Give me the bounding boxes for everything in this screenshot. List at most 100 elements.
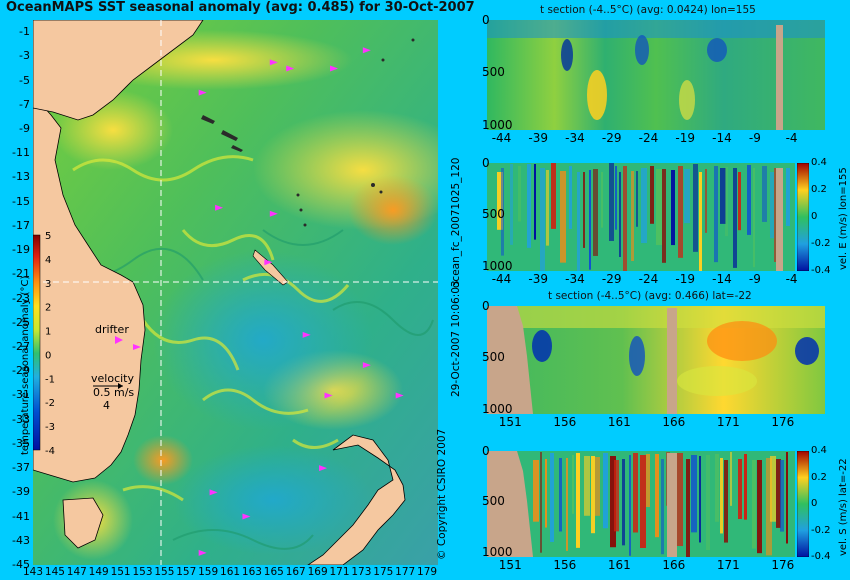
map-y-tick: -23 bbox=[12, 291, 30, 305]
drifter-markers bbox=[132, 47, 404, 556]
drifter-marker bbox=[209, 489, 218, 496]
drifter-marker bbox=[198, 89, 207, 96]
map-x-tick: 171 bbox=[329, 566, 350, 578]
map-y-tick: -19 bbox=[12, 243, 30, 257]
section-y-tick: 500 bbox=[482, 207, 505, 221]
section-x-tick: -4 bbox=[785, 131, 798, 145]
section1-title: t section (-4..5°C) (avg: 0.0424) lon=15… bbox=[540, 4, 756, 16]
colorbar-tick: -4 bbox=[45, 446, 55, 457]
map-x-tick: 155 bbox=[154, 566, 175, 578]
section-y-tick: 0 bbox=[482, 156, 490, 170]
section-y-tick: 1000 bbox=[482, 118, 513, 132]
map-y-tick: -3 bbox=[19, 49, 30, 63]
section-x-tick: -24 bbox=[638, 131, 659, 145]
section-x-tick: -34 bbox=[565, 272, 585, 286]
map-y-tick: -39 bbox=[12, 485, 30, 499]
section-x-tick: 166 bbox=[662, 558, 686, 572]
section-x-tick: 171 bbox=[716, 558, 740, 572]
section-x-tick: -9 bbox=[748, 272, 761, 286]
section-x-tick: -14 bbox=[712, 272, 732, 286]
drifter-marker bbox=[362, 47, 371, 54]
section-x-tick: 166 bbox=[662, 415, 686, 429]
section-colorbar-tick: 0 bbox=[811, 211, 818, 222]
section-x-tick: -9 bbox=[748, 131, 761, 145]
map-x-tick: 163 bbox=[241, 566, 262, 578]
run-id-label: ocean_fc_20071025_120 bbox=[450, 157, 462, 288]
map-y-tick: -5 bbox=[19, 73, 30, 87]
colorbar-tick: 3 bbox=[45, 279, 51, 290]
drifter-marker bbox=[302, 331, 311, 338]
section-x-tick: -29 bbox=[601, 131, 622, 145]
vel-s-section-svg bbox=[487, 451, 795, 557]
section-colorbar-tick: -0.4 bbox=[811, 551, 831, 562]
map-y-tick: -11 bbox=[12, 146, 30, 160]
page-title: OceanMAPS SST seasonal anomaly (avg: 0.4… bbox=[6, 0, 475, 15]
map-y-tick: -17 bbox=[12, 218, 30, 232]
map-y-tick: -29 bbox=[12, 364, 30, 378]
t-section-lon155-svg bbox=[487, 20, 825, 130]
drifter-marker bbox=[324, 392, 333, 399]
drifter-marker bbox=[395, 392, 404, 399]
section-x-tick: 176 bbox=[771, 558, 795, 572]
drifter-marker bbox=[330, 65, 339, 72]
t-section-lat22-svg bbox=[487, 306, 825, 414]
drifter-marker bbox=[215, 204, 224, 211]
vel-e-colorbar-label: vel. E (m/s) lon=155 bbox=[838, 167, 849, 270]
section-x-tick: 176 bbox=[771, 415, 795, 429]
map-y-tick: -7 bbox=[19, 97, 30, 111]
section-x-tick: -14 bbox=[712, 131, 732, 145]
drifter-marker bbox=[264, 259, 273, 266]
map-y-tick: -33 bbox=[12, 412, 30, 426]
map-y-tick: -35 bbox=[12, 436, 30, 450]
drifter-legend-label: drifter bbox=[95, 323, 129, 336]
map-y-tick: -1 bbox=[19, 25, 30, 39]
map-y-tick: -45 bbox=[12, 558, 30, 571]
map-x-tick: 179 bbox=[417, 566, 438, 578]
map-x-tick: 153 bbox=[132, 566, 153, 578]
map-x-tick: 169 bbox=[307, 566, 328, 578]
map-y-tick: -21 bbox=[12, 267, 30, 281]
colorbar-tick: -1 bbox=[45, 374, 55, 385]
vel-s-colorbar-label: vel. S (m/s) lat=-22 bbox=[838, 458, 849, 556]
drifter-marker bbox=[362, 362, 371, 369]
section-x-tick: -44 bbox=[491, 131, 512, 145]
colorbar-tick: -3 bbox=[45, 422, 55, 433]
map-y-tick: -27 bbox=[12, 340, 30, 353]
section-y-tick: 0 bbox=[482, 444, 490, 458]
map-x-tick: 147 bbox=[66, 566, 87, 578]
map-x-tick: 177 bbox=[395, 566, 416, 578]
section-y-tick: 500 bbox=[482, 65, 505, 79]
section-colorbar-tick: 0.2 bbox=[811, 471, 827, 483]
section-x-tick: -4 bbox=[785, 272, 798, 286]
map-x-tick: 161 bbox=[220, 566, 241, 578]
section-y-tick: 0 bbox=[482, 13, 490, 27]
section-colorbar-tick: 0.2 bbox=[811, 184, 827, 195]
colorbar-tick: 1 bbox=[45, 327, 51, 338]
section-y-tick: 500 bbox=[482, 494, 505, 508]
map-y-tick: -13 bbox=[12, 170, 30, 184]
map-y-tick: -25 bbox=[12, 315, 30, 329]
drifter-marker bbox=[269, 59, 278, 66]
colorbar-tick: 5 bbox=[45, 231, 51, 242]
section-x-tick: 161 bbox=[607, 558, 631, 572]
drifter-marker bbox=[242, 513, 251, 520]
section-x-tick: 156 bbox=[553, 558, 577, 572]
map-x-tick: 157 bbox=[176, 566, 197, 578]
copyright-label: © Copyright CSIRO 2007 bbox=[436, 428, 448, 560]
map-x-tick: 173 bbox=[351, 566, 372, 578]
australia-land bbox=[33, 94, 146, 483]
section-colorbar-tick: 0.4 bbox=[811, 157, 827, 168]
section-x-tick: 171 bbox=[716, 415, 740, 429]
section-colorbar-tick: 0 bbox=[811, 498, 818, 509]
section-y-tick: 1000 bbox=[482, 545, 513, 559]
section-colorbar-tick: -0.2 bbox=[811, 238, 831, 249]
section3-title: t section (-4..5°C) (avg: 0.466) lat=-22 bbox=[548, 290, 752, 302]
map-y-tick: -15 bbox=[12, 194, 30, 208]
section-x-tick: -44 bbox=[491, 272, 512, 286]
vel-e-section-plot bbox=[487, 163, 795, 271]
drifter-marker bbox=[286, 65, 295, 72]
section-x-tick: -24 bbox=[638, 272, 659, 286]
section-colorbar-tick: -0.4 bbox=[811, 265, 831, 276]
section-x-tick: 151 bbox=[498, 558, 522, 572]
section-x-tick: 156 bbox=[553, 415, 577, 429]
